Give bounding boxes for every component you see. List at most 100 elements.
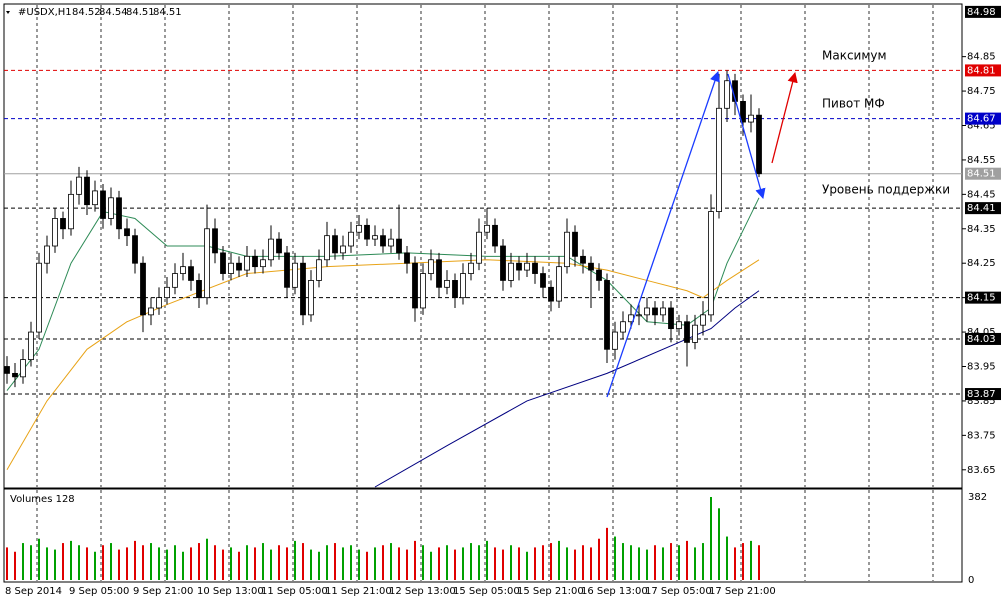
volume-bar — [262, 543, 264, 580]
level-box — [965, 388, 1001, 401]
volume-bar — [710, 497, 712, 580]
level-box — [965, 5, 1001, 18]
volume-bar — [438, 547, 440, 580]
candle-body — [204, 228, 210, 299]
x-tick-label: 17 Sep 21:00 — [709, 586, 776, 597]
volume-bar — [230, 547, 232, 580]
volume-bar — [350, 545, 352, 580]
candle-body — [164, 286, 170, 299]
level-label: 84.98 — [967, 7, 996, 18]
candle-body — [700, 314, 706, 326]
level-box — [965, 167, 1001, 180]
volume-bar — [6, 547, 8, 580]
volume-bar — [62, 543, 64, 580]
volume-bar — [638, 547, 640, 580]
candle-body — [220, 252, 226, 274]
volume-bar — [742, 543, 744, 580]
volume-bar — [142, 545, 144, 580]
level-label: 84.51 — [967, 169, 996, 180]
volume-bar — [14, 551, 16, 580]
volume-bar — [398, 547, 400, 580]
candle-body — [748, 114, 754, 123]
candle-body — [708, 211, 714, 316]
y-tick-label: 84.75 — [967, 86, 996, 97]
volume-bar — [590, 547, 592, 580]
candle-body — [196, 280, 202, 299]
candle-body — [636, 314, 642, 317]
volume-bar — [486, 540, 488, 580]
price-pane — [3, 3, 963, 489]
volume-bar — [326, 545, 328, 580]
candle-body — [500, 245, 506, 281]
annotation: Пивот МФ — [822, 97, 885, 111]
candle-body — [452, 280, 458, 299]
candle-body — [140, 262, 146, 316]
volume-bar — [334, 543, 336, 580]
candle-body — [604, 280, 610, 350]
volume-bar — [78, 545, 80, 580]
volume-bar — [694, 547, 696, 580]
candle-body — [580, 255, 586, 264]
candle-body — [212, 228, 218, 254]
candle-body — [612, 331, 618, 350]
candle-body — [84, 176, 90, 206]
volume-bar — [166, 549, 168, 580]
volume-bar — [94, 551, 96, 580]
down-arrow — [727, 73, 766, 200]
level-label: 83.87 — [967, 389, 996, 400]
menu-icon — [6, 11, 10, 14]
volume-bar — [542, 545, 544, 580]
y-tick-label: 84.85 — [967, 52, 996, 63]
header-value: 84.52 — [72, 7, 101, 18]
x-tick-label: 15 Sep 05:00 — [453, 586, 520, 597]
header-value: 84.51 — [126, 7, 155, 18]
x-tick-label: 8 Sep 2014 — [5, 586, 62, 597]
candle-body — [724, 80, 730, 109]
volume-bar — [222, 549, 224, 580]
volume-bar — [494, 547, 496, 580]
volume-bar — [510, 545, 512, 580]
x-tick-label: 11 Sep 05:00 — [261, 586, 328, 597]
volume-bar — [502, 549, 504, 580]
candle-body — [692, 324, 698, 343]
candle-body — [532, 262, 538, 274]
candle-body — [356, 224, 362, 233]
volume-bar — [654, 545, 656, 580]
volume-bar — [374, 547, 376, 580]
candle-body — [76, 176, 82, 195]
volume-bar — [190, 547, 192, 580]
header-value: 84.51 — [153, 7, 182, 18]
volume-bar — [686, 540, 688, 580]
candle-body — [340, 245, 346, 254]
candle-body — [260, 259, 266, 268]
volume-bar — [518, 547, 520, 580]
level-box — [965, 332, 1001, 345]
volume-bar — [446, 545, 448, 580]
candle-body — [252, 255, 258, 268]
candle-body — [124, 228, 130, 237]
header-value: 84.54 — [99, 7, 128, 18]
volume-bar — [566, 547, 568, 580]
candle-body — [436, 259, 442, 288]
volume-bar — [22, 543, 24, 580]
candle-body — [188, 266, 194, 281]
y-tick-label: 83.75 — [967, 430, 996, 441]
x-tick-label: 12 Sep 13:00 — [389, 586, 456, 597]
x-tick-label: 17 Sep 05:00 — [645, 586, 712, 597]
candle-body — [132, 235, 138, 264]
volume-bar — [646, 549, 648, 580]
volume-bar — [726, 536, 728, 580]
volume-bar — [102, 545, 104, 580]
candle-body — [284, 252, 290, 288]
volume-bar — [390, 543, 392, 580]
volume-bar — [254, 547, 256, 580]
candle-body — [324, 235, 330, 261]
volume-bar — [310, 549, 312, 580]
y-tick-label: 83.95 — [967, 362, 996, 373]
candle-body — [364, 224, 370, 240]
candle-body — [116, 197, 122, 230]
volume-bar — [758, 545, 760, 580]
level-label: 84.15 — [967, 293, 996, 304]
candle-body — [268, 238, 274, 261]
